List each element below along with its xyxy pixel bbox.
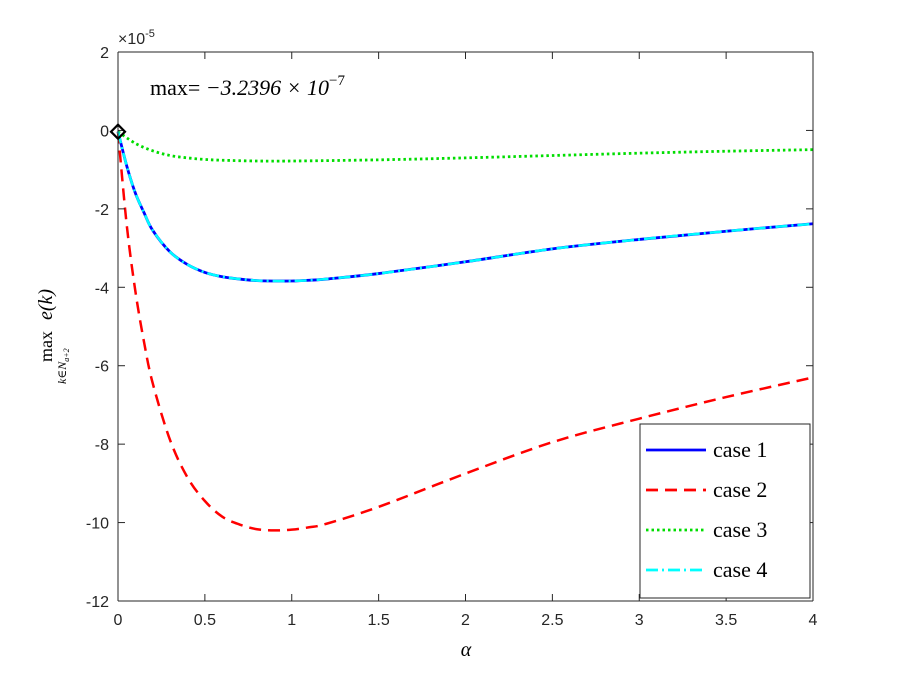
- marker-layer: [109, 123, 127, 141]
- max-annotation: max= −3.2396 × 10−7: [150, 73, 345, 100]
- y-axis-label-function: e(k): [35, 289, 57, 320]
- series-line-case-2: [116, 131, 814, 532]
- y-axis-label-operator: max: [36, 331, 56, 362]
- y-tick-label: 2: [100, 45, 109, 62]
- legend-label: case 3: [713, 517, 767, 542]
- legend-label: case 1: [713, 437, 767, 462]
- y-tick-label: -2: [95, 202, 109, 219]
- y-tick-label: -8: [95, 437, 109, 454]
- y-tick-label: -4: [95, 280, 109, 297]
- series-line-case-4: [116, 131, 814, 283]
- tick-layer: 0 0.5 1 1.5 2 2.5 3 3.5 4 -12 -10 -8 -6 -4 -2 0 2: [86, 45, 818, 629]
- x-tick-label: 4: [809, 612, 818, 629]
- x-tick-label: 1: [287, 612, 296, 629]
- y-axis-label-subscript: k∈Na+2: [55, 348, 71, 384]
- series-layer: [116, 130, 814, 532]
- y-exponent-label: ×10-5: [118, 28, 155, 48]
- marker-diamond: [109, 123, 127, 141]
- y-tick-label: -12: [86, 594, 109, 611]
- x-tick-label: 0: [114, 612, 123, 629]
- x-tick-label: 1.5: [368, 612, 390, 629]
- legend: case 1 case 2 case 3 case 4: [639, 423, 811, 599]
- x-tick-label: 3.5: [715, 612, 737, 629]
- series-line-case-3: [117, 130, 814, 163]
- x-tick-label: 3: [635, 612, 644, 629]
- x-tick-label: 2.5: [541, 612, 563, 629]
- legend-label: case 4: [713, 557, 767, 582]
- x-tick-label: 2: [461, 612, 470, 629]
- x-axis-label: α: [461, 639, 472, 661]
- y-tick-label: 0: [100, 123, 109, 140]
- y-tick-label: -6: [95, 359, 109, 376]
- y-axis-label: max k∈Na+2 e(k): [35, 289, 71, 384]
- y-tick-label: -10: [86, 516, 109, 533]
- x-tick-label: 0.5: [194, 612, 216, 629]
- legend-label: case 2: [713, 477, 767, 502]
